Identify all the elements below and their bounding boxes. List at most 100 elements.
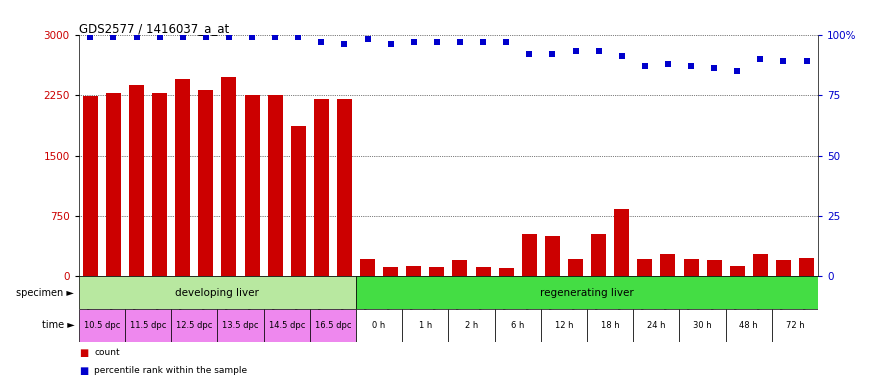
Point [107, 34, 121, 40]
Text: 12 h: 12 h [555, 321, 573, 330]
Bar [129, 84, 144, 276]
Bar [568, 259, 583, 276]
Point [638, 63, 652, 69]
Bar [221, 77, 236, 276]
Text: 16.5 dpc: 16.5 dpc [315, 321, 351, 330]
Point [522, 51, 536, 57]
Bar [707, 260, 722, 276]
Bar [268, 95, 283, 276]
Bar [592, 234, 606, 276]
Point [268, 34, 282, 40]
Text: ■: ■ [79, 366, 88, 376]
Text: 18 h: 18 h [601, 321, 619, 330]
Text: 6 h: 6 h [511, 321, 524, 330]
Bar [680, 309, 725, 342]
Point [176, 34, 190, 40]
Point [776, 58, 790, 64]
Bar [263, 309, 310, 342]
Bar [799, 258, 814, 276]
Point [291, 34, 305, 40]
Bar [217, 309, 263, 342]
Point [753, 56, 767, 62]
Point [569, 48, 583, 55]
Text: 30 h: 30 h [693, 321, 712, 330]
Bar [449, 309, 494, 342]
Text: regenerating liver: regenerating liver [540, 288, 634, 298]
Bar [661, 254, 676, 276]
Point [130, 34, 144, 40]
Point [453, 39, 467, 45]
Bar [430, 267, 444, 276]
Point [731, 68, 745, 74]
Point [476, 39, 490, 45]
Bar [199, 90, 214, 276]
Bar [522, 234, 537, 276]
Point [800, 58, 814, 64]
Bar [406, 266, 421, 276]
Point [684, 63, 698, 69]
Bar [499, 268, 514, 276]
Point [314, 39, 328, 45]
Point [430, 39, 444, 45]
Text: 14.5 dpc: 14.5 dpc [269, 321, 304, 330]
Text: percentile rank within the sample: percentile rank within the sample [94, 366, 248, 375]
Bar [402, 309, 449, 342]
Point [592, 48, 605, 55]
Bar [637, 259, 653, 276]
Text: developing liver: developing liver [176, 288, 259, 298]
Text: 12.5 dpc: 12.5 dpc [176, 321, 213, 330]
Point [152, 34, 166, 40]
Bar [172, 309, 217, 342]
Bar [314, 99, 329, 276]
Text: 11.5 dpc: 11.5 dpc [130, 321, 166, 330]
Bar [337, 99, 352, 276]
Point [360, 36, 374, 43]
Text: 48 h: 48 h [739, 321, 758, 330]
Bar [360, 259, 375, 276]
Point [545, 51, 559, 57]
Bar [79, 309, 125, 342]
Text: ■: ■ [79, 348, 88, 358]
Bar [83, 96, 98, 276]
Text: time ►: time ► [42, 320, 74, 331]
Bar [634, 309, 680, 342]
Bar [356, 309, 403, 342]
Text: 24 h: 24 h [648, 321, 666, 330]
Bar [545, 236, 560, 276]
Point [245, 34, 259, 40]
Text: 13.5 dpc: 13.5 dpc [222, 321, 259, 330]
Bar [452, 260, 467, 276]
Bar [752, 254, 768, 276]
Bar [125, 309, 172, 342]
Bar [730, 266, 745, 276]
Bar [79, 276, 356, 309]
Text: 2 h: 2 h [465, 321, 478, 330]
Text: 0 h: 0 h [373, 321, 386, 330]
Point [500, 39, 514, 45]
Point [199, 34, 213, 40]
Bar [725, 309, 772, 342]
Point [661, 61, 675, 67]
Point [338, 41, 352, 47]
Text: 72 h: 72 h [786, 321, 804, 330]
Text: specimen ►: specimen ► [17, 288, 74, 298]
Bar [683, 259, 698, 276]
Bar [776, 260, 791, 276]
Text: 1 h: 1 h [419, 321, 432, 330]
Text: count: count [94, 348, 120, 357]
Bar [244, 95, 260, 276]
Point [707, 65, 721, 71]
Bar [383, 267, 398, 276]
Bar [614, 209, 629, 276]
Bar [356, 276, 818, 309]
Text: 10.5 dpc: 10.5 dpc [84, 321, 120, 330]
Point [407, 39, 421, 45]
Bar [106, 93, 121, 276]
Point [383, 41, 397, 47]
Point [222, 34, 236, 40]
Bar [476, 267, 491, 276]
Bar [175, 79, 190, 276]
Bar [290, 126, 305, 276]
Point [83, 34, 97, 40]
Bar [494, 309, 541, 342]
